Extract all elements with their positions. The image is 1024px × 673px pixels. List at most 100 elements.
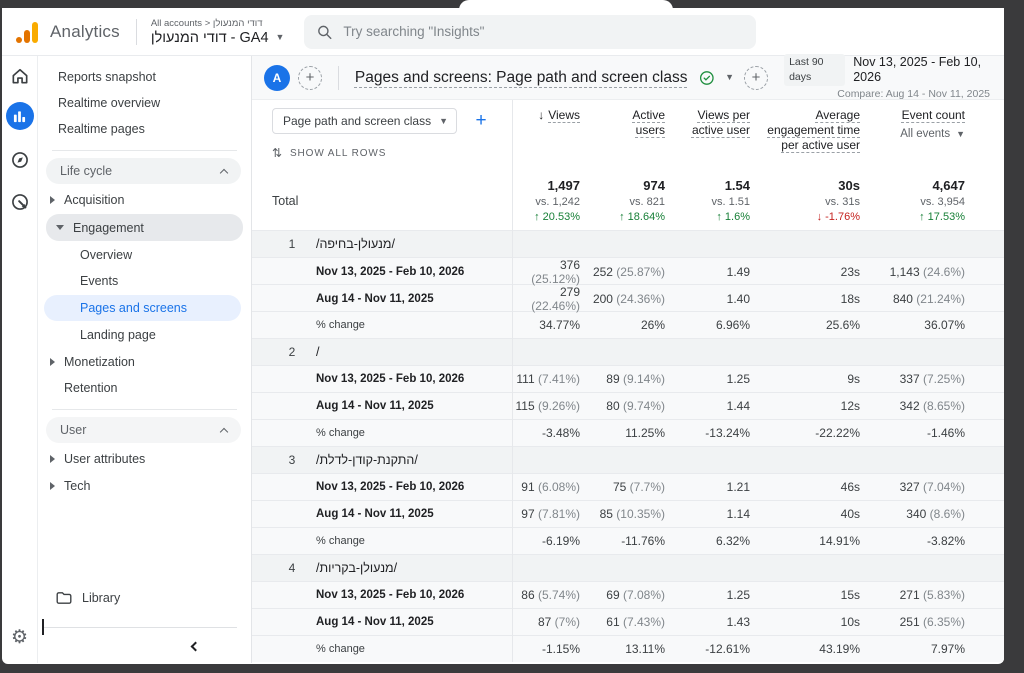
section-life-cycle[interactable]: Life cycle [46, 158, 241, 184]
metric-cell: 6.32% [715, 534, 750, 548]
sidebar-item-realtime-overview[interactable]: Realtime overview [58, 96, 161, 110]
table-row[interactable]: Nov 13, 2025 - Feb 10, 2026 111 (7.41%) 89… [252, 365, 1004, 392]
page-path: /מנעולן-בחיפה/ [316, 237, 395, 251]
show-all-rows-button[interactable]: ⇅ SHOW ALL ROWS [272, 146, 387, 160]
metric-cell: 75 (7.7%) [612, 480, 665, 494]
home-icon[interactable] [10, 62, 30, 90]
metric-cell: 279 (22.46%) [531, 285, 580, 313]
column-header-views[interactable]: ↓ Views [538, 108, 580, 122]
sidebar-item-acquisition[interactable]: Acquisition [38, 186, 251, 213]
table-row[interactable]: % change -3.48% 11.25% -13.24% -22.22% -1.46% [252, 419, 1004, 446]
column-header-event-count[interactable]: Event count All events ▼ [860, 100, 965, 168]
expand-right-icon [50, 481, 55, 490]
browser-tab[interactable] [459, 0, 673, 10]
advertising-icon[interactable] [10, 188, 30, 216]
check-circle-icon[interactable] [699, 69, 715, 87]
metric-cell: -1.46% [926, 426, 965, 440]
report-title[interactable]: Pages and screens: Page path and screen … [354, 68, 688, 86]
sidebar-item-pages-and-screens[interactable]: Pages and screens [44, 295, 241, 321]
add-dimension-button[interactable]: + [475, 109, 487, 131]
sidebar-item-user-attributes[interactable]: User attributes [38, 445, 251, 472]
table-group-header-row[interactable]: 3/התקנת-קודן-לדלת/ [252, 446, 1004, 473]
table-row[interactable]: Aug 14 - Nov 11, 2025 279 (22.46%) 200 (24… [252, 284, 1004, 313]
metric-cell: 251 (6.35%) [899, 615, 965, 629]
column-header-active-users[interactable]: Active users [632, 108, 665, 137]
column-header-views-per-active-user[interactable]: Views per active user [691, 108, 750, 137]
table-row[interactable]: Aug 14 - Nov 11, 2025 115 (9.26%) 80 (9.74… [252, 392, 1004, 419]
table-row[interactable]: % change 34.77% 26% 6.96% 25.6% 36.07% [252, 311, 1004, 338]
search-icon [318, 25, 332, 39]
table-group-header-row[interactable]: 2/ [252, 338, 1004, 365]
brand-name: Analytics [50, 21, 120, 41]
table-group-header-row[interactable]: 1/מנעולן-בחיפה/ [252, 230, 1004, 257]
metric-cell: 25.6% [825, 318, 860, 332]
sidebar-item-retention[interactable]: Retention [64, 381, 118, 395]
chevron-down-icon: ▼ [275, 32, 285, 42]
sidebar-item-realtime-pages[interactable]: Realtime pages [58, 122, 145, 136]
metric-cell: 18s [840, 292, 860, 306]
sidebar-item-library[interactable]: Library [38, 585, 251, 611]
search-bar[interactable] [304, 14, 757, 49]
metric-cell: 200 (24.36%) [592, 292, 665, 306]
metric-cell: 26% [640, 318, 665, 332]
metric-cell: 10s [840, 615, 860, 629]
total-metric-cell: 1.54 vs. 1.51 ↑ 1.6% [711, 178, 750, 223]
section-user[interactable]: User [46, 417, 241, 443]
table-row[interactable]: Nov 13, 2025 - Feb 10, 2026 86 (5.74%) 69 … [252, 581, 1004, 608]
chevron-up-icon [219, 168, 229, 178]
dimension-selector[interactable]: Page path and screen class ▼ [272, 108, 458, 134]
sidebar-item-events[interactable]: Events [80, 274, 119, 288]
row-number: 2 [288, 345, 296, 359]
row-number: 1 [288, 237, 296, 251]
metric-cell: 89 (9.14%) [606, 372, 665, 386]
metric-cell: 11.25% [625, 426, 665, 440]
table-row[interactable]: % change -6.19% -11.76% 6.32% 14.91% -3.82% [252, 527, 1004, 554]
metric-cell: 61 (7.43%) [606, 615, 665, 629]
text-caret [42, 619, 44, 635]
page-path: / [316, 345, 320, 359]
chevron-down-icon[interactable]: ▼ [725, 72, 735, 82]
metric-cell: -11.76% [621, 534, 665, 548]
report-avatar-badge[interactable]: A [264, 64, 290, 91]
metric-cell: 12s [840, 399, 860, 413]
table-row[interactable]: Aug 14 - Nov 11, 2025 97 (7.81%) 85 (10.35… [252, 500, 1004, 527]
date-range-value: Nov 13, 2025 - Feb 10, 2026 [853, 54, 982, 84]
sidebar-item-reports-snapshot[interactable]: Reports snapshot [58, 70, 156, 84]
table-total-row: Total 1,497 vs. 1,242 ↑ 20.53% 974 vs. 821 ↑ … [252, 168, 1004, 230]
collapse-sidebar-icon[interactable] [190, 641, 201, 652]
account-switcher[interactable]: All accounts > דודי המנעולן דודי המנעולן… [151, 18, 285, 46]
table-header-row: Page path and screen class ▼ + ⇅ SHOW AL… [252, 100, 1004, 168]
folder-icon [56, 592, 72, 604]
row-label: Aug 14 - Nov 11, 2025 [316, 293, 434, 305]
date-range-picker[interactable]: Last 90 days Nov 13, 2025 - Feb 10, 2026… [784, 53, 990, 102]
sidebar-divider [44, 627, 237, 628]
reports-icon[interactable] [5, 102, 34, 130]
metric-cell: 86 (5.74%) [521, 588, 580, 602]
row-label: Nov 13, 2025 - Feb 10, 2026 [316, 481, 465, 493]
table-row[interactable]: Nov 13, 2025 - Feb 10, 2026 91 (6.08%) 75 … [252, 473, 1004, 500]
table-row[interactable]: Nov 13, 2025 - Feb 10, 2026 376 (25.12%) 2… [252, 257, 1004, 286]
sidebar-item-engagement[interactable]: Engagement [46, 214, 243, 241]
row-label: Aug 14 - Nov 11, 2025 [316, 508, 434, 520]
column-header-avg-engagement-time[interactable]: Average engagement time per active user [767, 108, 860, 152]
sidebar-footer [38, 617, 251, 663]
explore-icon[interactable] [10, 146, 30, 174]
metric-cell: -13.24% [705, 426, 750, 440]
sidebar-item-tech[interactable]: Tech [38, 472, 251, 499]
metric-cell: 252 (25.87%) [592, 265, 665, 279]
table-row[interactable]: % change -1.15% 13.11% -12.61% 43.19% 7.97% [252, 635, 1004, 662]
sidebar-item-overview[interactable]: Overview [80, 248, 133, 262]
metric-cell: 15s [840, 588, 860, 602]
add-report-button[interactable]: + [744, 65, 769, 90]
total-label: Total [272, 194, 299, 208]
table-row[interactable]: Aug 14 - Nov 11, 2025 87 (7%) 61 (7.43%) 1.… [252, 608, 1004, 635]
search-input[interactable] [343, 24, 745, 39]
sidebar-item-monetization[interactable]: Monetization [38, 348, 251, 375]
table-group-header-row[interactable]: 4/מנעולן-בקריות/ [252, 554, 1004, 581]
admin-gear-icon[interactable]: ⚙ [10, 627, 29, 648]
event-selector[interactable]: All events ▼ [900, 128, 965, 140]
add-comparison-button[interactable]: + [298, 65, 322, 90]
metric-cell: 6.96% [715, 318, 750, 332]
sidebar-item-landing-page[interactable]: Landing page [80, 328, 156, 342]
row-label: Nov 13, 2025 - Feb 10, 2026 [316, 266, 465, 278]
